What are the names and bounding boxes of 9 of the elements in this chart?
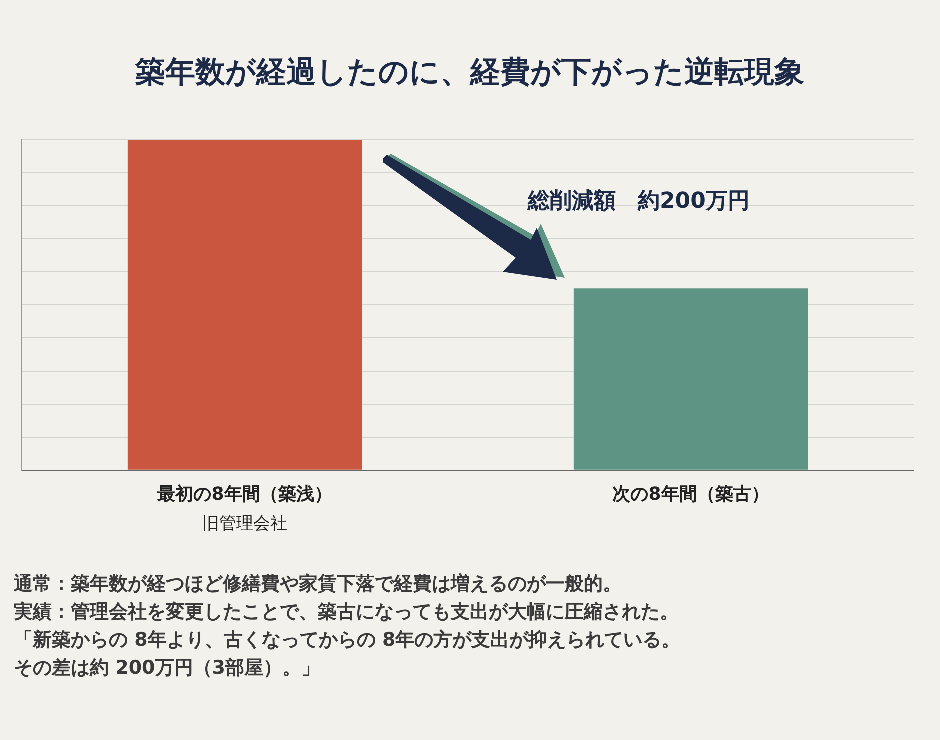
chart-title: 築年数が経過したのに、経費が下がった逆転現象	[134, 54, 806, 92]
text: 実績：管理会社を変更したことで、築古になっても支出が大幅に圧縮された。	[14, 600, 680, 625]
x-tick-label: 次の8年間（築古）	[612, 484, 770, 505]
annotation: 総削減額 約200万円	[528, 188, 750, 216]
x-tick-label: 最初の8年間（築浅）	[156, 484, 332, 505]
text: 「新築からの 8年より、古くなってからの 8年の方が支出が抑えられている。	[14, 628, 681, 653]
text: 旧管理会社	[202, 513, 288, 535]
text: 通常：築年数が経つほど修繕費や家賃下落で経費は増えるのが一般的。	[14, 572, 623, 597]
text: その差は約 200万円（3部屋）。」	[14, 656, 322, 681]
